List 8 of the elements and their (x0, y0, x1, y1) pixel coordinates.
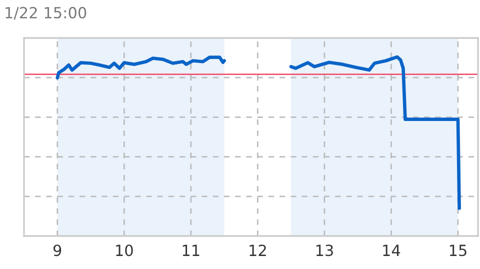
x-tick-label: 15 (450, 244, 466, 256)
chart-title: 1/22 15:00 (6, 6, 86, 20)
x-tick-label: 9 (53, 244, 62, 256)
x-tick-label: 11 (182, 244, 200, 256)
x-tick-label: 12 (250, 244, 266, 256)
x-tick-label: 10 (116, 244, 133, 256)
x-tick-label: 13 (316, 244, 333, 256)
x-tick-label: 14 (383, 244, 400, 256)
